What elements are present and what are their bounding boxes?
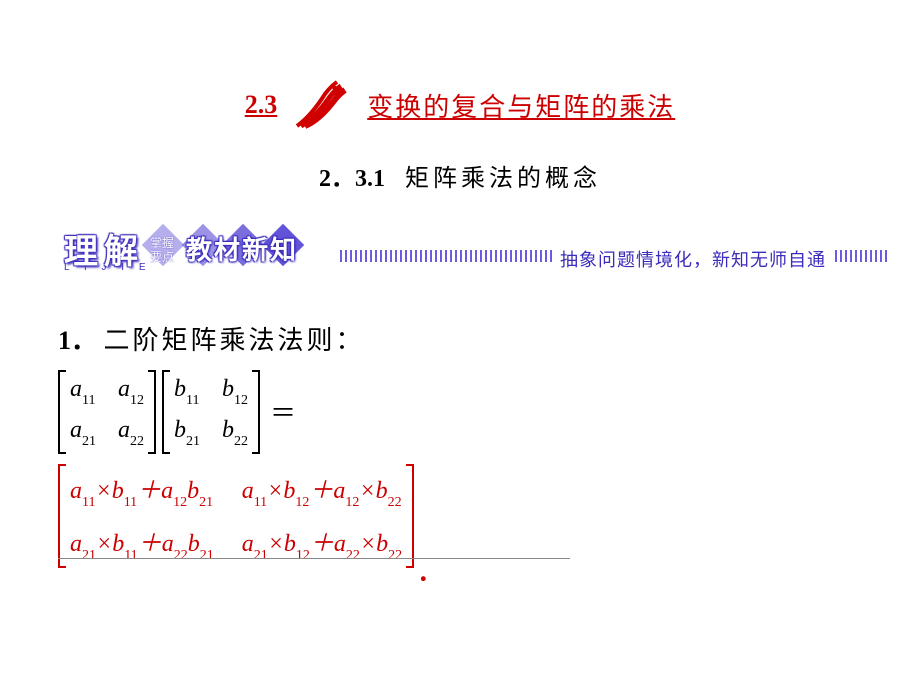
banner-main-label: 理解: [64, 224, 144, 273]
r21: a21×b11＋a22b21: [70, 523, 214, 562]
matrix-result: a11×b11＋a12b21 a11×b12＋a12×b22 a21×b11＋a…: [58, 464, 414, 568]
r12: a11×b12＋a12×b22: [242, 470, 402, 509]
section-subtitle: 2．3.1 矩阵乘法的概念: [0, 158, 920, 193]
banner-small-badge: 掌握要点: [150, 236, 178, 264]
subtitle-text: 矩阵乘法的概念: [405, 166, 601, 192]
subtitle-number: 2．3.1: [319, 166, 385, 192]
section-number: 2.3: [245, 90, 278, 120]
section-banner: 理解 L I J I E 掌握要点 教材新知 抽象问题情境化，新知无师自通: [30, 222, 890, 278]
a22: a22: [118, 417, 144, 448]
matrix-a: a11 a12 a21 a22: [58, 370, 156, 454]
banner-right-text: 抽象问题情境化，新知无师自通: [552, 244, 834, 274]
b11: b11: [174, 376, 200, 407]
formula-result: a11×b11＋a12b21 a11×b12＋a12×b22 a21×b11＋a…: [58, 464, 446, 568]
underline-divider: [58, 558, 570, 559]
a12: a12: [118, 376, 144, 407]
chapter-header: 2.3 变换的复合与矩阵的乘法: [0, 78, 920, 132]
b12: b12: [222, 376, 248, 407]
result-period: ．: [416, 546, 446, 590]
header-logo-icon: [291, 78, 353, 132]
chapter-title: 变换的复合与矩阵的乘法: [367, 87, 675, 124]
a21: a21: [70, 417, 96, 448]
matrix-b: b11 b12 b21 b22: [162, 370, 260, 454]
equals-sign: ＝: [270, 399, 296, 428]
r22: a21×b12＋a22×b22: [242, 523, 402, 562]
r11: a11×b11＋a12b21: [70, 470, 214, 509]
rule-text: 二阶矩阵乘法法则：: [104, 326, 365, 355]
a11: a11: [70, 376, 96, 407]
formula-line-1: a11 a12 a21 a22 b11 b12 b21 b22 ＝: [58, 370, 296, 454]
b21: b21: [174, 417, 200, 448]
banner-sub-label: 教材新知: [186, 230, 298, 267]
rule-number: 1．: [58, 326, 97, 355]
b22: b22: [222, 417, 248, 448]
rule-heading: 1． 二阶矩阵乘法法则：: [58, 320, 365, 357]
